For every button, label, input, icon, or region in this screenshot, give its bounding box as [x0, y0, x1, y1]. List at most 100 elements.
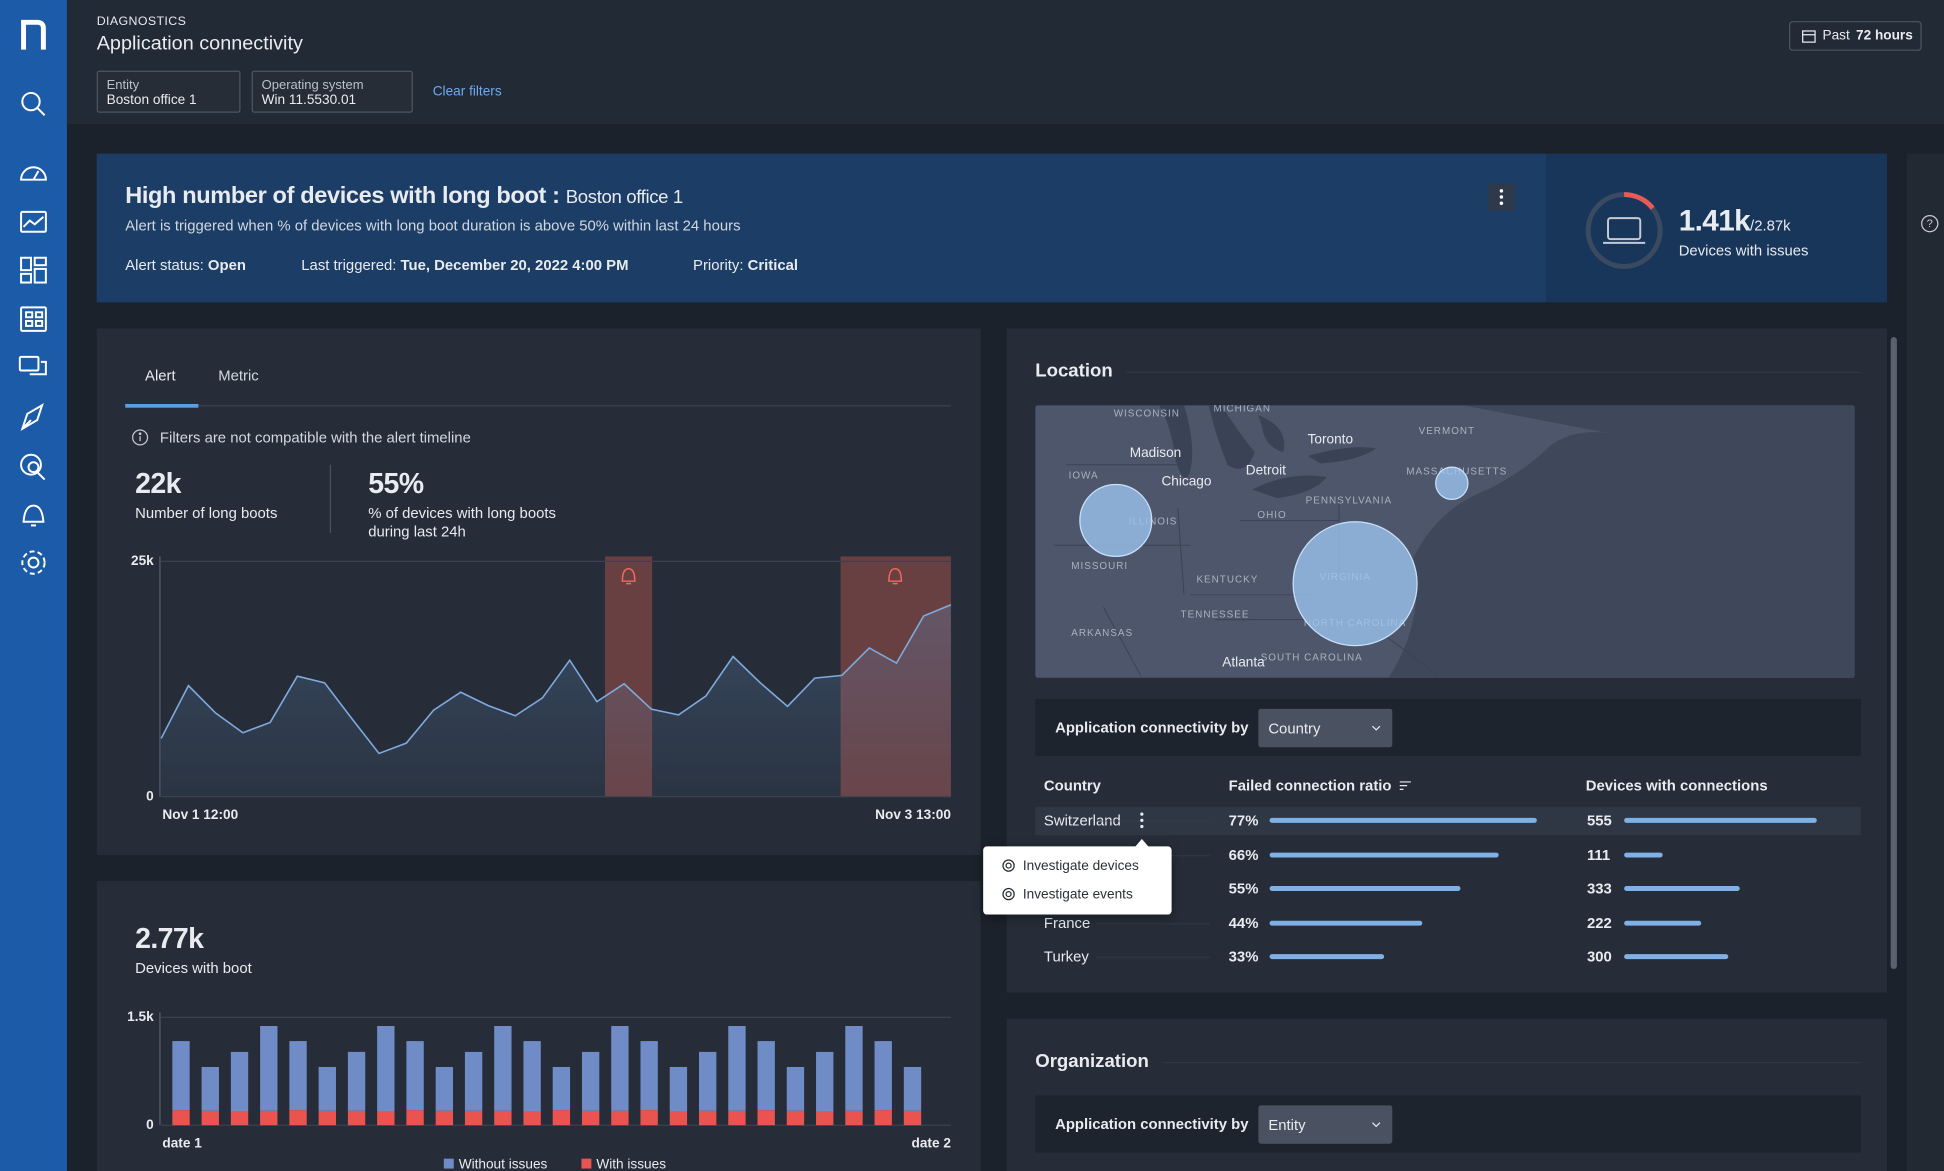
map-label: MISSOURI — [1071, 561, 1128, 572]
bar-segment — [377, 1112, 394, 1126]
legend-label: Without issues — [459, 1156, 548, 1171]
bar-segment — [348, 1111, 365, 1125]
map-label: KENTUCKY — [1196, 575, 1258, 586]
devices-bar — [1624, 853, 1663, 858]
bar-segment — [436, 1111, 453, 1125]
row-menu: Investigate devices Investigate events — [983, 846, 1171, 914]
ratio-bar — [1270, 954, 1385, 959]
map-label: WISCONSIN — [1114, 409, 1180, 420]
bar-segment — [875, 1041, 892, 1110]
bar-segment — [728, 1026, 745, 1111]
bar-segment — [260, 1026, 277, 1111]
bar-segment — [553, 1110, 570, 1125]
map-bubble[interactable] — [1080, 485, 1152, 557]
bar-segment — [611, 1111, 628, 1125]
menu-item[interactable]: Investigate devices — [1023, 859, 1139, 874]
bar-segment — [260, 1111, 277, 1125]
bar-segment — [816, 1052, 833, 1112]
map-label: SOUTH CAROLINA — [1261, 653, 1363, 664]
bar-segment — [465, 1052, 482, 1111]
map-label: VERMONT — [1419, 426, 1475, 437]
map: WISCONSINMICHIGANTorontoVERMONTMadisonCh… — [1035, 404, 1855, 678]
bar-segment — [904, 1111, 921, 1125]
kebab-dot — [1140, 813, 1143, 816]
bar-segment — [582, 1052, 599, 1111]
bar-segment — [875, 1110, 892, 1125]
bar-segment — [319, 1067, 336, 1111]
menu-item[interactable]: Investigate events — [1023, 887, 1133, 902]
bar-segment — [202, 1067, 219, 1111]
map-label: PENNSYLVANIA — [1306, 495, 1392, 506]
y-tick-label: 0 — [146, 1117, 154, 1132]
y-tick-label: 0 — [146, 788, 154, 803]
bar-segment — [289, 1041, 306, 1110]
line-area — [161, 605, 951, 797]
row-actions[interactable] — [1140, 813, 1143, 829]
devices-bar — [1624, 886, 1740, 891]
bar-segment — [640, 1110, 657, 1125]
bar-segment — [231, 1052, 248, 1112]
bar-segment — [406, 1041, 423, 1110]
bar-segment — [406, 1110, 423, 1125]
map-label: ARKANSAS — [1071, 628, 1133, 639]
bar-segment — [377, 1026, 394, 1112]
bar-segment — [845, 1111, 862, 1125]
bar-segment — [699, 1052, 716, 1111]
bar-segment — [787, 1067, 804, 1111]
ratio-bar — [1270, 853, 1499, 858]
bar-segment — [436, 1067, 453, 1111]
bar-segment — [816, 1112, 833, 1126]
menu-icon — [1002, 887, 1016, 901]
map-label: Madison — [1130, 445, 1182, 460]
bar-segment — [523, 1041, 540, 1111]
map-label: MICHIGAN — [1214, 404, 1271, 415]
legend-label: With issues — [596, 1156, 666, 1171]
bar-segment — [553, 1067, 570, 1110]
x-tick-label: date 1 — [162, 1135, 202, 1150]
bar-segment — [465, 1111, 482, 1125]
bar-segment — [172, 1110, 189, 1125]
bar-segment — [494, 1111, 511, 1125]
legend-swatch — [581, 1159, 591, 1169]
bar-segment — [845, 1026, 862, 1111]
ratio-bar — [1270, 886, 1461, 891]
bar-segment — [699, 1111, 716, 1125]
map-bubble[interactable] — [1436, 467, 1468, 499]
y-tick-label: 1.5k — [127, 1009, 154, 1024]
map-label: OHIO — [1257, 510, 1286, 521]
ratio-bar — [1270, 921, 1423, 926]
bar-segment — [728, 1111, 745, 1125]
devices-bar — [1624, 921, 1701, 926]
bar-segment — [787, 1111, 804, 1125]
bar-segment — [582, 1111, 599, 1125]
map-label: Toronto — [1308, 432, 1353, 447]
kebab-dot — [1140, 819, 1143, 822]
bar-segment — [202, 1111, 219, 1125]
bar-segment — [289, 1110, 306, 1125]
bar-segment — [670, 1067, 687, 1112]
x-tick-label: date 2 — [912, 1135, 952, 1150]
bar-segment — [348, 1052, 365, 1111]
devices-bar — [1624, 954, 1728, 959]
map-label: TENNESSEE — [1181, 609, 1250, 620]
bar-segment — [904, 1067, 921, 1111]
kebab-dot — [1140, 825, 1143, 828]
bar-segment — [494, 1026, 511, 1111]
bar-segment — [758, 1041, 775, 1110]
x-tick-label: Nov 3 13:00 — [875, 807, 951, 822]
map-label: Atlanta — [1222, 655, 1265, 670]
bar-segment — [319, 1111, 336, 1125]
menu-icon — [1002, 859, 1016, 873]
map-bubble[interactable] — [1293, 522, 1417, 646]
devices-bar — [1624, 818, 1817, 823]
y-tick-label: 25k — [131, 553, 154, 568]
x-tick-label: Nov 1 12:00 — [162, 807, 238, 822]
bar-segment — [523, 1112, 540, 1126]
bar-segment — [670, 1112, 687, 1126]
bar-segment — [758, 1110, 775, 1125]
bar-segment — [611, 1026, 628, 1111]
bar-segment — [231, 1112, 248, 1126]
